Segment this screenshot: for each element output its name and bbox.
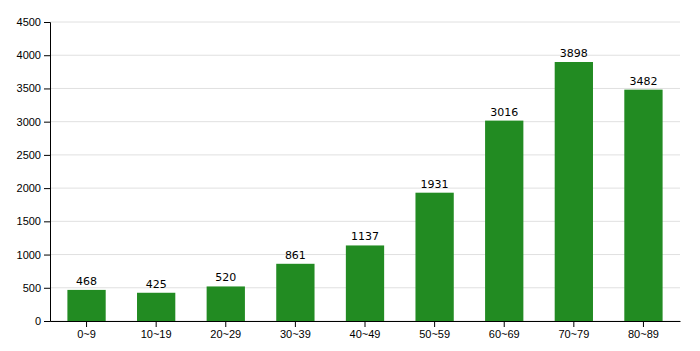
x-tick: 70~79 — [558, 321, 589, 340]
bar — [276, 264, 314, 321]
x-tick-label: 70~79 — [558, 328, 589, 340]
bar — [207, 286, 245, 321]
y-tick-label: 4500 — [17, 16, 41, 28]
x-axis: 0~9 10~19 20~29 30~39 40~49 50~59 60~69 70~79 80… — [51, 321, 681, 340]
bar — [555, 62, 593, 321]
x-tick-label: 30~39 — [280, 328, 311, 340]
x-tick-label: 0~9 — [77, 328, 96, 340]
x-tick: 80~89 — [628, 321, 659, 340]
x-tick: 50~59 — [419, 321, 450, 340]
bar — [67, 290, 105, 321]
x-tick-mark — [504, 321, 505, 327]
bar — [624, 90, 662, 321]
bar — [137, 293, 175, 321]
y-tick-label: 4000 — [17, 49, 41, 61]
y-tick-label: 2000 — [17, 182, 41, 194]
data-label: 520 — [215, 271, 236, 284]
data-label: 468 — [76, 275, 97, 288]
y-tick-mark — [44, 122, 50, 123]
x-tick: 0~9 — [77, 321, 96, 340]
x-tick-label: 20~29 — [210, 328, 241, 340]
y-tick-label: 1000 — [17, 249, 41, 261]
grid-line — [50, 22, 680, 23]
y-axis-line — [44, 23, 51, 322]
y-tick-mark — [44, 221, 50, 222]
x-tick-mark — [434, 321, 435, 327]
x-tick-label: 60~69 — [489, 328, 520, 340]
x-tick-mark — [573, 321, 574, 327]
x-tick: 30~39 — [280, 321, 311, 340]
data-label: 425 — [146, 278, 167, 291]
y-tick-label: 3500 — [17, 82, 41, 94]
x-tick: 10~19 — [141, 321, 172, 340]
bar — [415, 193, 453, 321]
x-tick-label: 50~59 — [419, 328, 450, 340]
x-tick-mark — [365, 321, 366, 327]
y-tick: 500 — [23, 282, 50, 294]
y-tick: 3000 — [17, 116, 50, 128]
x-tick-label: 80~89 — [628, 328, 659, 340]
y-tick: 1500 — [17, 215, 50, 227]
y-tick-mark — [44, 22, 50, 23]
y-tick-label: 3000 — [17, 116, 41, 128]
bar — [346, 245, 384, 321]
y-axis: 0 500 1000 1500 2000 2500 3000 3500 4000 4500 — [17, 16, 51, 327]
y-tick: 1000 — [17, 249, 50, 261]
x-tick-mark — [225, 321, 226, 327]
x-tick: 20~29 — [210, 321, 241, 340]
x-tick-label: 10~19 — [141, 328, 172, 340]
y-tick-label: 2500 — [17, 149, 41, 161]
bar — [485, 121, 523, 321]
data-label: 3898 — [560, 47, 588, 60]
x-tick-label: 40~49 — [350, 328, 381, 340]
y-tick: 4500 — [17, 16, 50, 28]
page: {"chart_data": {"type": "bar", "categori… — [0, 0, 700, 351]
data-label: 1137 — [351, 230, 379, 243]
x-tick: 60~69 — [489, 321, 520, 340]
x-tick-mark — [86, 321, 87, 327]
y-tick-mark — [44, 88, 50, 89]
data-label: 3016 — [490, 106, 518, 119]
x-tick-mark — [295, 321, 296, 327]
data-labels: 468 425 520 861 1137 1931 3016 3898 3482 — [76, 47, 657, 291]
y-tick-mark — [44, 321, 50, 322]
y-tick: 4000 — [17, 49, 50, 61]
y-tick: 2000 — [17, 182, 50, 194]
x-tick: 40~49 — [350, 321, 381, 340]
y-tick-mark — [44, 155, 50, 156]
y-tick-label: 0 — [35, 315, 41, 327]
y-tick-label: 500 — [23, 282, 41, 294]
data-label: 861 — [285, 249, 306, 262]
y-tick-mark — [44, 55, 50, 56]
y-tick-mark — [44, 188, 50, 189]
grid — [50, 22, 680, 321]
y-tick-mark — [44, 255, 50, 256]
data-label: 1931 — [421, 178, 449, 191]
bars — [67, 62, 662, 321]
chart-container: 468 425 520 861 1137 1931 3016 3898 3482 0~9 10~19… — [0, 0, 700, 351]
data-label: 3482 — [629, 75, 657, 88]
y-tick-mark — [44, 288, 50, 289]
y-tick-label: 1500 — [17, 215, 41, 227]
x-tick-mark — [156, 321, 157, 327]
y-tick: 0 — [35, 315, 50, 327]
y-tick: 3500 — [17, 82, 50, 94]
x-tick-mark — [643, 321, 644, 327]
y-tick: 2500 — [17, 149, 50, 161]
chart: 468 425 520 861 1137 1931 3016 3898 3482 0~9 10~19… — [0, 0, 700, 351]
